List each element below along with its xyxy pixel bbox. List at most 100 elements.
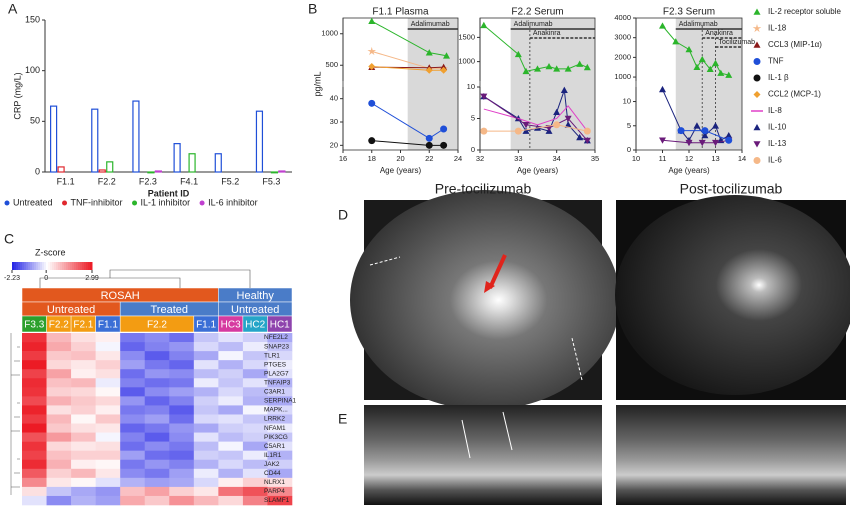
colorbar-cell [32,262,35,270]
colorbar-tick-label: -2.23 [4,275,20,282]
colorbar-cell [66,262,69,270]
heatmap-cell [46,369,72,379]
marker [693,122,701,129]
heatmap-cell [71,360,96,370]
colorbar-tick-label: 2.99 [85,275,99,282]
heatmap-cell [46,342,72,352]
heatmap-cell [267,441,293,451]
x-tick-label: F2.3 [139,176,157,186]
heatmap-cell [46,378,72,388]
y-tick-label: 500 [325,60,338,69]
y-tick-label: 20 [330,140,338,149]
heatmap-cell [71,369,96,379]
gene-label: IL1R1 [264,452,282,459]
heatmap-cell [95,387,121,397]
y-tick-label: 150 [25,14,40,24]
heatmap-cell [22,333,47,343]
heatmap-cell [120,369,146,379]
gene-label: C3AR1 [264,389,285,396]
heatmap-cell [120,432,146,442]
marker [367,46,377,56]
heatmap-cell [144,378,170,388]
heatmap-cell [144,459,170,470]
y-tick-label: 5 [627,121,631,130]
y-tick-label: 100 [25,65,40,75]
colorbar-cell [90,262,93,270]
heatmap-cell [242,369,268,379]
colorbar-cell [44,262,47,270]
fundus-image [615,195,850,395]
heatmap-cell [120,342,146,352]
heatmap-cell [193,495,219,506]
marker [753,141,761,148]
marker [368,137,376,145]
legend-marker [132,200,138,206]
heatmap-cell [22,423,47,433]
marker [659,22,666,29]
marker [693,63,701,71]
heatmap-cell [22,468,47,479]
marker [425,66,433,74]
heatmap-cell [193,387,219,397]
arrow [461,419,471,459]
heatmap-cell [95,333,121,343]
heatmap-cell [120,333,146,343]
image-title: Pre-tocilizumab [435,181,532,197]
bar [188,153,196,173]
x-tick-label: 20 [396,154,404,163]
heatmap-cell [242,342,268,352]
colorbar-cell [36,262,39,270]
colorbar-cell [74,262,77,270]
heatmap-cell [267,360,293,370]
heatmap-cell [144,432,170,442]
heatmap-cell [46,468,72,479]
heatmap-cell [242,360,268,370]
chart-title: F2.2 Serum [511,7,563,18]
heatmap-cell [144,351,170,361]
x-tick-label: F1.1 [57,176,75,186]
colorbar-title: Z-score [35,247,66,257]
colorbar-cell [62,262,65,270]
heatmap-cell [218,387,244,397]
heatmap-cell [95,369,121,379]
marker [425,141,433,149]
legend-label: CCL3 (MIP-1α) [768,40,822,49]
heatmap-cell [22,360,47,370]
bar [173,143,181,173]
legend-label: IL-6 [768,156,782,165]
heatmap-cell [242,423,268,433]
heatmap-cell [95,414,121,424]
heatmap-cell [267,495,293,506]
heatmap-cell [46,405,72,415]
heatmap-cell [218,378,244,388]
x-axis-label: Age (years) [517,166,559,175]
heatmap-cell [218,486,244,497]
heatmap-cell [193,477,219,488]
oct-image [364,405,602,505]
heatmap-cell [218,396,244,406]
heatmap-cell [218,477,244,488]
colorbar-cell [88,262,91,270]
heatmap-cell [95,396,121,406]
x-axis-label: Patient ID [148,188,190,198]
y-tick-label: 1000 [614,72,631,81]
heatmap-cell [169,477,195,488]
heatmap-cell [193,423,219,433]
heatmap-cell [22,405,47,415]
marker [368,17,376,24]
heatmap-cell [22,450,47,461]
arrow [369,256,401,266]
heatmap-cell [120,423,146,433]
marker [522,122,530,129]
heatmap-cell [218,414,244,424]
x-tick-label: 12 [685,154,693,163]
bar [106,161,114,173]
marker [712,139,719,147]
legend-label: IL-10 [768,123,787,132]
header-label: Treated [151,304,189,316]
marker [725,131,733,139]
bar [214,153,222,173]
marker [583,63,591,71]
heatmap-cell [242,387,268,397]
heatmap-cell [218,432,244,442]
